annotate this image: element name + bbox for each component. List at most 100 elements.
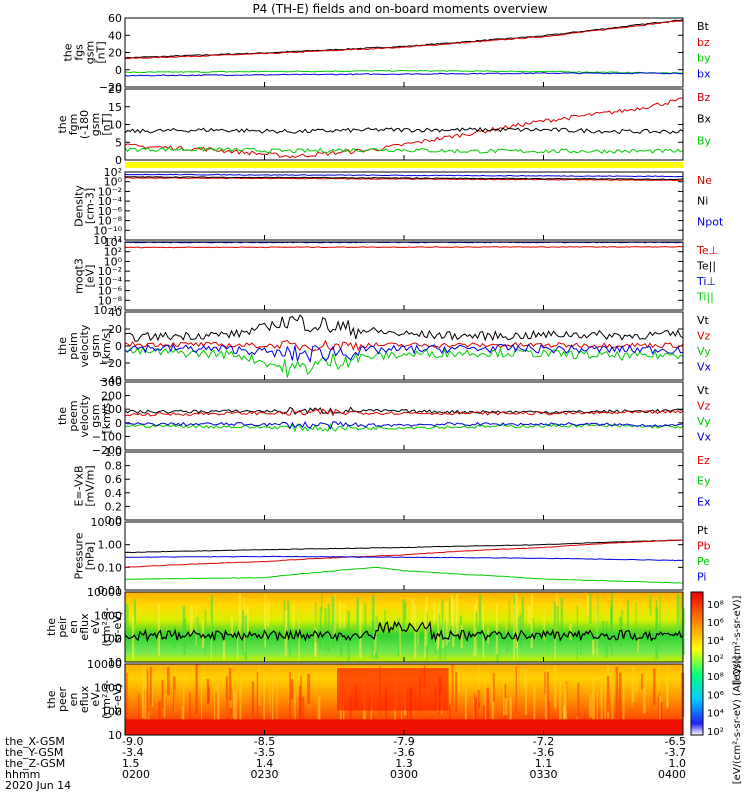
- y-axis-label-line: en: [67, 693, 80, 707]
- series-line-By: [124, 146, 684, 154]
- spectrogram-texture: [210, 595, 213, 636]
- y-tick-label: 15: [108, 101, 122, 114]
- spectrogram-texture: [207, 687, 211, 703]
- series-line-by: [125, 69, 684, 74]
- legend-entry: by: [697, 52, 711, 65]
- spectrogram-texture: [166, 667, 170, 696]
- legend-entry: Pe: [697, 555, 710, 568]
- y-tick-label: 1.00: [98, 539, 123, 552]
- spectrogram-texture: [182, 605, 186, 642]
- y-tick-label: 100: [101, 403, 122, 416]
- spectrogram-texture: [556, 605, 559, 630]
- y-tick-label: 10⁻¹⁰: [93, 224, 122, 237]
- x-tick-value: -7.9: [393, 735, 414, 748]
- spectrogram-texture: [302, 696, 305, 732]
- spectrogram-texture: [658, 695, 662, 732]
- spectrogram-texture: [554, 665, 557, 709]
- spectrogram-texture: [189, 605, 193, 635]
- y-axis-label-line: velocity: [78, 324, 91, 367]
- y-tick-label: 10.00: [91, 516, 123, 529]
- spectrogram-texture: [615, 666, 619, 719]
- spectrogram-texture: [592, 676, 595, 729]
- y-tick-label: 10⁻⁴: [98, 195, 123, 208]
- y-axis-label-line: eflux: [78, 613, 91, 641]
- colorbar: 10⁸ 10⁶ 10⁴ 10² 10⁸ 10⁶ 10⁴ 10² [eV/(cm²-s-sr-eV…: [690, 591, 743, 785]
- spectrogram-texture: [562, 705, 566, 732]
- panel-background: [125, 522, 683, 590]
- spectrogram-texture: [504, 697, 508, 715]
- spectrogram-texture: [222, 640, 226, 661]
- spectrogram-texture: [477, 689, 480, 709]
- panel-9: 10000 1000 100 10 thepeirenefluxeV(cm²-s-sr-…: [45, 586, 685, 669]
- spectrogram-texture: [126, 672, 128, 728]
- spectrogram-texture: [576, 605, 578, 660]
- spectrogram-texture: [513, 604, 515, 660]
- y-tick-label: −20: [99, 81, 122, 94]
- spectrogram-texture: [508, 600, 510, 649]
- spectrogram-texture: [401, 703, 403, 733]
- y-axis-label-line: [km/s]: [100, 398, 113, 433]
- spectrogram-texture: [300, 675, 302, 729]
- spectrogram-texture: [680, 595, 683, 635]
- y-axis-label: thepeirenefluxeV(cm²-s-sr-eV): [45, 607, 124, 646]
- y-tick-label: 10000: [87, 586, 122, 599]
- spectrogram-texture: [491, 676, 495, 724]
- y-axis-label: thefgm(-180gsm[nT]: [56, 110, 113, 139]
- y-axis-label-line: velocity: [78, 394, 91, 437]
- spectrogram-texture: [530, 593, 533, 649]
- legend-entry: Vy: [697, 415, 711, 428]
- spectrogram-texture: [509, 697, 512, 727]
- spectrogram-texture: [621, 609, 623, 626]
- colorbar-label: [eV/(cm²-s-sr-eV) (All Qs)]: [732, 656, 743, 785]
- spectrogram-texture: [589, 695, 592, 718]
- y-axis-label-line: [nT]: [100, 113, 113, 135]
- spectrogram-texture: [547, 622, 549, 654]
- y-axis-label: moqt3[eV]: [73, 258, 97, 294]
- spectrogram-texture: [163, 694, 166, 718]
- spectrogram-texture: [307, 673, 311, 704]
- x-tick-value: 1.0: [669, 757, 687, 770]
- spectrogram-texture: [635, 601, 637, 637]
- spectrogram-texture: [560, 597, 563, 646]
- spectrogram-texture: [449, 598, 451, 638]
- spectrogram-texture: [397, 618, 400, 657]
- y-tick-label: 20: [108, 323, 122, 336]
- x-tick-value: 1.3: [395, 757, 413, 770]
- legend-entry: Ez: [697, 454, 710, 467]
- panel-5: 40 20 0 −20 −40 thepeimvelocitygsm[km/s] Vt Vz V…: [56, 306, 712, 387]
- y-axis-label: Density[cm-3]: [73, 185, 97, 227]
- spectrogram-texture: [517, 617, 520, 641]
- spectrogram-texture: [548, 702, 551, 730]
- y-tick-label: 0: [115, 340, 122, 353]
- y-tick-label: 1.0: [105, 446, 123, 459]
- spectrogram-texture: [436, 632, 439, 650]
- y-axis-label-line: gsm: [89, 334, 102, 357]
- spectrogram-texture: [294, 692, 296, 723]
- spectrogram-texture: [189, 691, 191, 730]
- legend-entry: bz: [697, 36, 710, 49]
- x-tick-time: 0330: [530, 768, 558, 781]
- legend-entry: Ti||: [696, 291, 714, 304]
- spectrogram-texture: [347, 629, 350, 648]
- spectrogram-texture: [445, 602, 448, 645]
- panel-2: 20 15 10 5 0 thefgm(-180gsm[nT] Bz Bx By: [56, 83, 712, 168]
- colorbar-tick-label: 10⁶: [707, 690, 724, 701]
- colorbar-tick-label: 10²: [707, 654, 724, 665]
- y-axis-label-line: peer: [56, 687, 69, 713]
- spectrogram-texture: [464, 686, 467, 725]
- y-axis-label-line: peir: [56, 616, 69, 638]
- colorbar-tick-label: 10⁴: [707, 636, 724, 647]
- legend-entry: Vz: [697, 330, 711, 343]
- spectrogram-texture: [425, 597, 428, 647]
- x-tick-value: -3.6: [393, 746, 414, 759]
- panel-background: [125, 18, 683, 87]
- spectrogram-texture: [133, 599, 137, 625]
- spectrogram-texture: [331, 596, 335, 648]
- spectrogram-texture: [426, 612, 428, 661]
- y-axis-label-line: the: [45, 618, 58, 636]
- spectrogram-texture: [174, 689, 176, 712]
- y-tick-label: 100: [101, 705, 122, 718]
- spectrogram-texture: [149, 667, 152, 706]
- spectrogram-texture: [521, 597, 524, 629]
